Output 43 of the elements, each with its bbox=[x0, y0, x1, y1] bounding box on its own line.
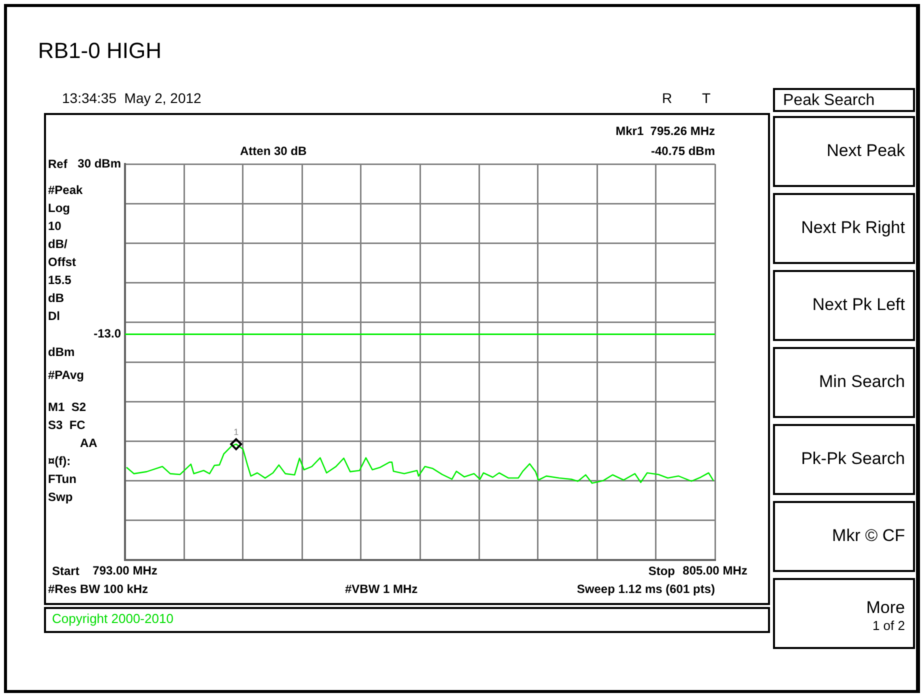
softkey-button: More 1 of 2 bbox=[773, 578, 915, 649]
text: R bbox=[662, 90, 672, 106]
softkey-button: Next Pk Left bbox=[773, 270, 915, 341]
softkey-button: Next Peak bbox=[773, 116, 915, 187]
text: Start bbox=[52, 564, 80, 578]
text: FTun bbox=[48, 472, 76, 486]
softkey-button: Min Search bbox=[773, 347, 915, 418]
text: M1 S2 bbox=[48, 400, 86, 414]
text: 13:34:35 May 2, 2012 bbox=[62, 90, 202, 106]
text: S3 FC bbox=[48, 418, 86, 432]
text: AA bbox=[80, 436, 98, 450]
menu-header-box: Peak Search bbox=[773, 88, 915, 112]
text: Mkr1 795.26 MHz bbox=[616, 124, 715, 138]
y-tick-label: -13.0 bbox=[94, 326, 122, 341]
softkey-button: Next Pk Right bbox=[773, 193, 915, 264]
text: Sweep 1.12 ms (601 pts) bbox=[576, 582, 715, 596]
x-tick-label: 805.00 MHz bbox=[682, 564, 748, 578]
text: #Peak bbox=[48, 183, 83, 197]
text: Atten 30 dB bbox=[240, 144, 307, 158]
text: Offst bbox=[48, 255, 76, 269]
text: #PAvg bbox=[48, 368, 84, 382]
text: dB/ bbox=[48, 237, 68, 251]
text: Stop bbox=[648, 564, 675, 578]
y-tick-label: 30 dBm bbox=[78, 156, 121, 170]
text: #Res BW 100 kHz bbox=[48, 582, 148, 596]
text: 10 bbox=[48, 219, 62, 233]
softkey-button: Mkr © CF bbox=[773, 501, 915, 572]
text: #VBW 1 MHz bbox=[345, 582, 418, 596]
text: 15.5 bbox=[48, 273, 72, 287]
x-tick-label: 793.00 MHz bbox=[92, 564, 158, 578]
text: Log bbox=[48, 201, 70, 215]
annotation: 1 bbox=[234, 427, 239, 438]
text: Copyright 2000-2010 bbox=[52, 611, 174, 626]
text: Swp bbox=[48, 490, 73, 504]
text: dBm bbox=[48, 345, 75, 359]
text: dB bbox=[48, 291, 64, 305]
text: T bbox=[702, 90, 711, 106]
softkey-button: Pk-Pk Search bbox=[773, 424, 915, 495]
text: ¤(f): bbox=[48, 454, 71, 468]
text: Dl bbox=[48, 309, 60, 323]
text: Ref bbox=[48, 157, 68, 171]
text: -40.75 dBm bbox=[650, 144, 715, 158]
chart-title: RB1-0 HIGH bbox=[38, 38, 162, 64]
